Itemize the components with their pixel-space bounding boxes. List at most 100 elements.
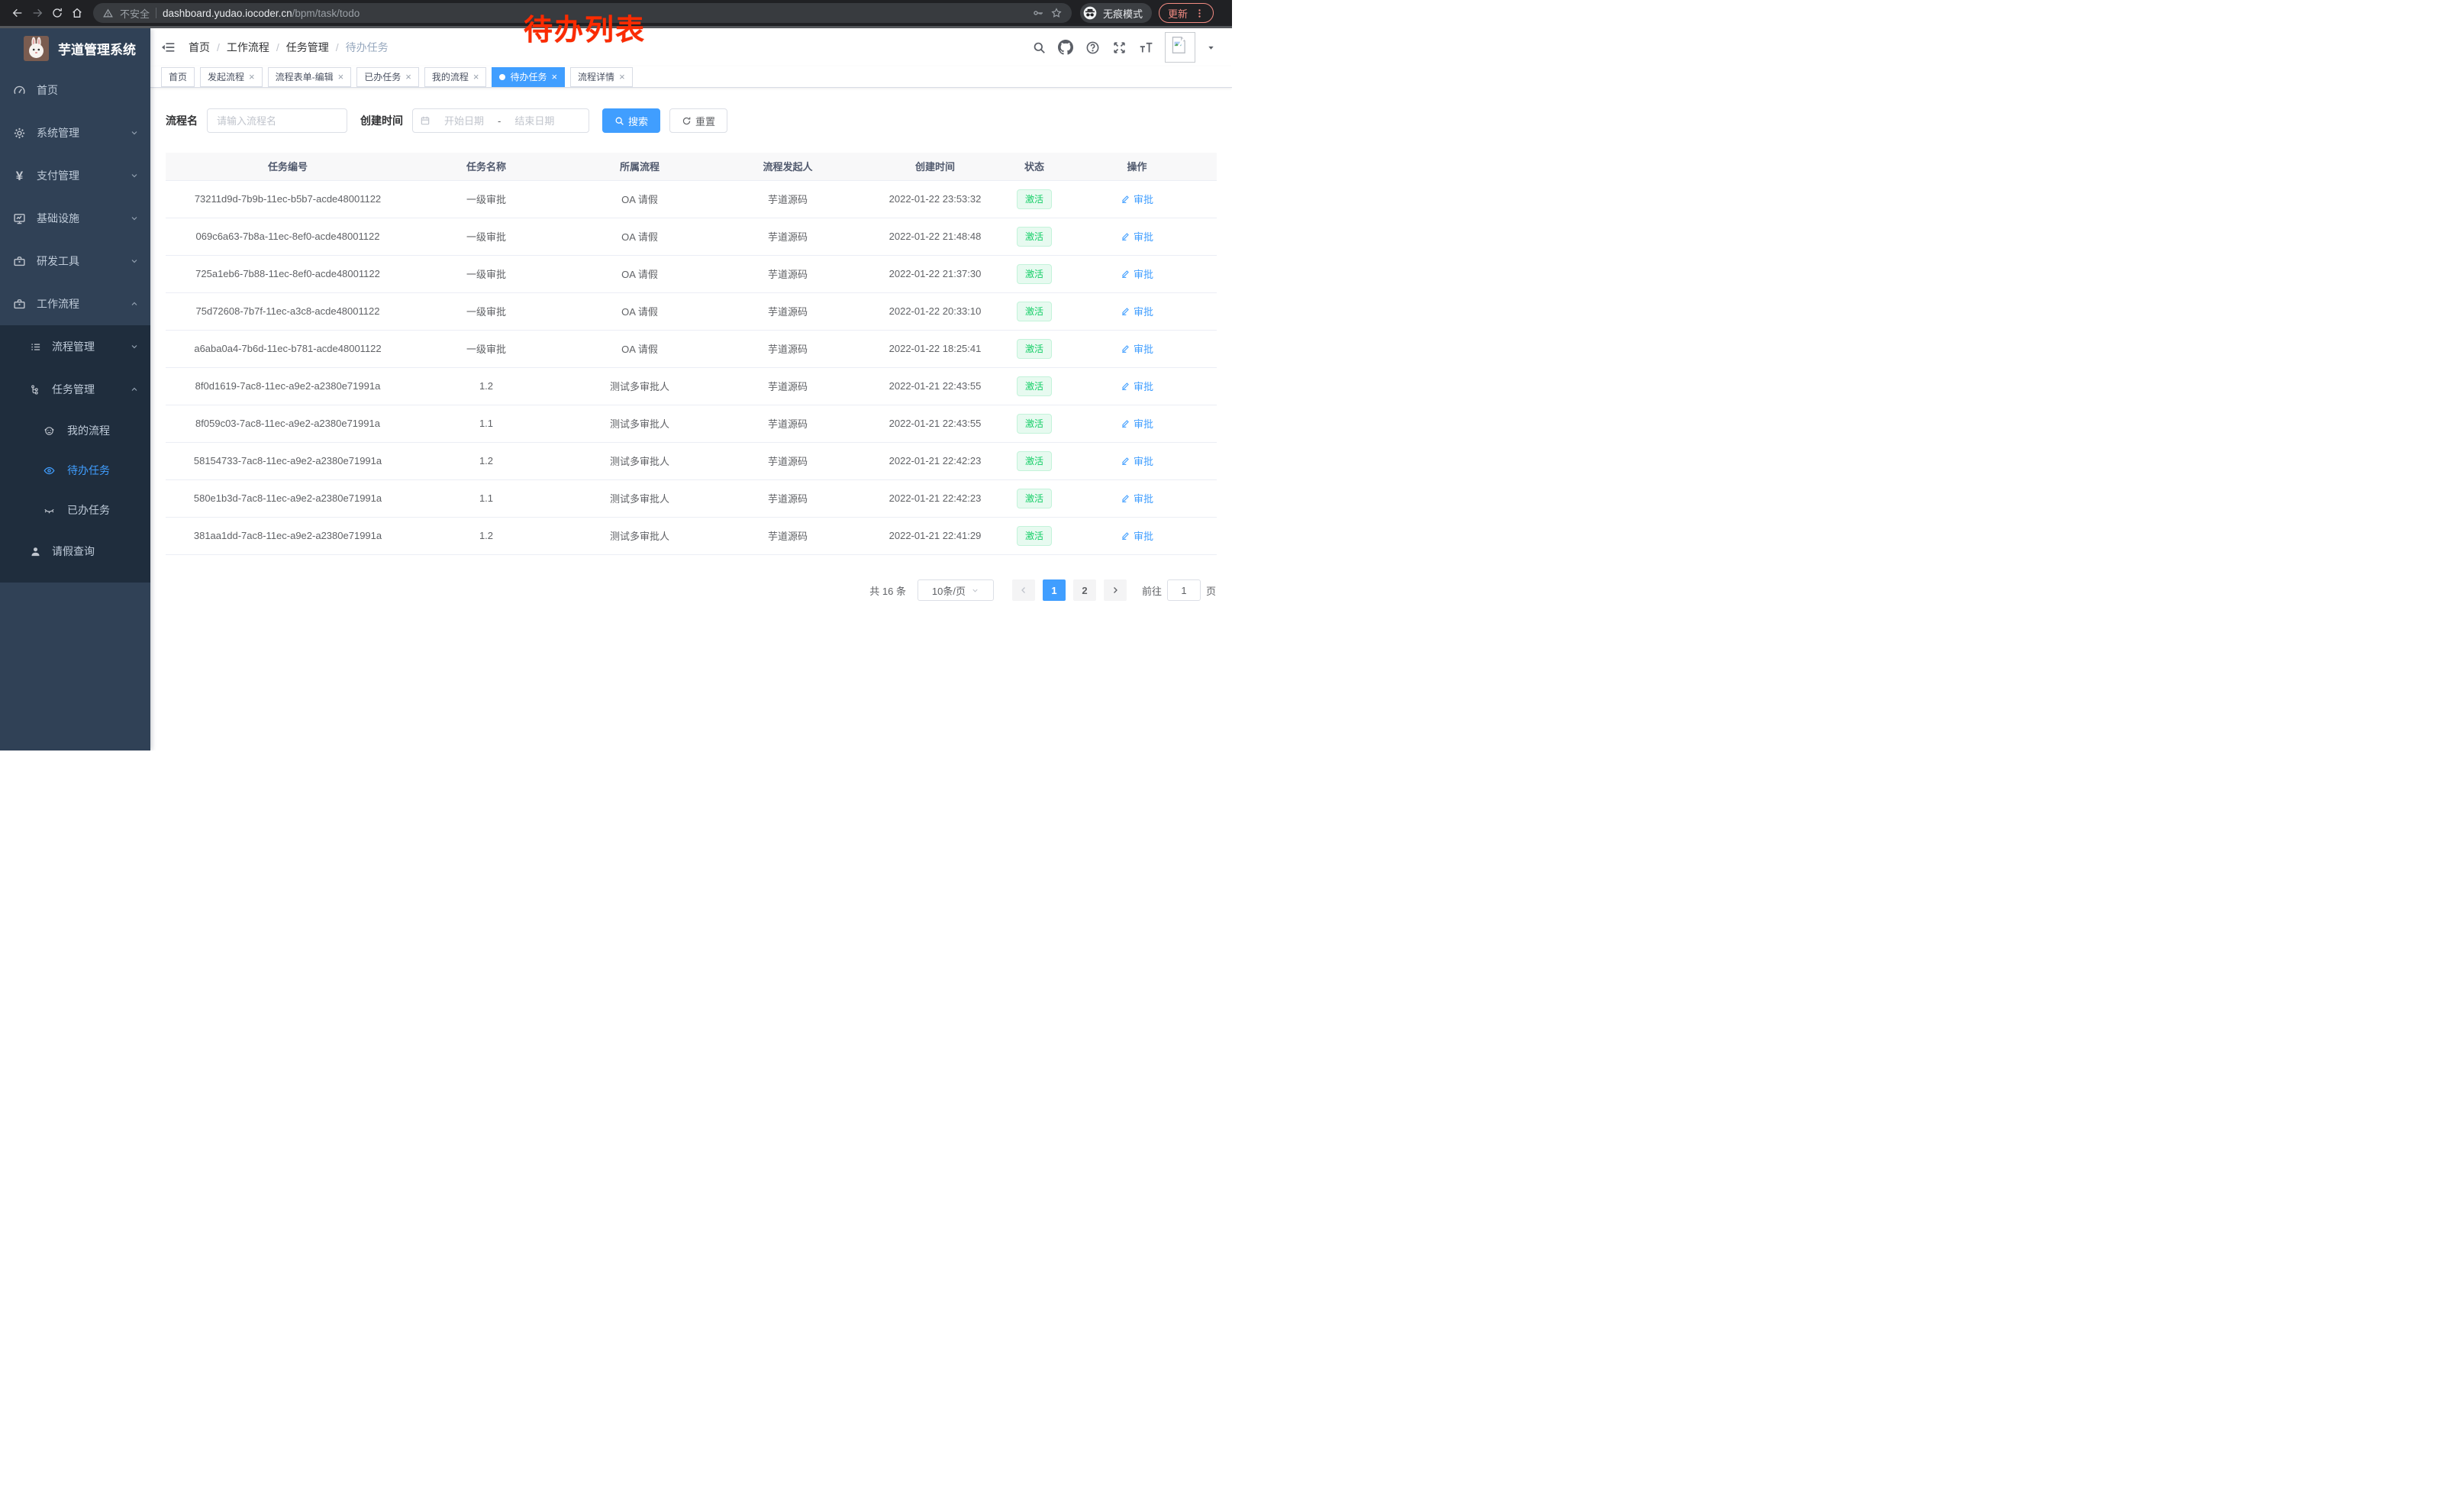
sidebar-item-task-management[interactable]: 任务管理 xyxy=(0,368,150,411)
font-size-icon[interactable] xyxy=(1138,40,1153,55)
approve-link[interactable]: 审批 xyxy=(1121,266,1153,281)
approve-link[interactable]: 审批 xyxy=(1121,454,1153,468)
sidebar-item-label: 首页 xyxy=(37,84,58,96)
tab-process-detail[interactable]: 流程详情 × xyxy=(570,66,633,87)
tab-process-form-edit[interactable]: 流程表单-编辑 × xyxy=(267,66,352,87)
tab-todo-tasks[interactable]: 待办任务 × xyxy=(492,66,566,87)
cell-starter: 芋道源码 xyxy=(717,405,859,443)
sidebar-item-done-tasks[interactable]: 已办任务 xyxy=(0,490,150,530)
next-page-button[interactable] xyxy=(1103,579,1127,601)
breadcrumb-item[interactable]: 首页 xyxy=(189,41,210,53)
approve-link[interactable]: 审批 xyxy=(1121,229,1153,244)
close-icon[interactable]: × xyxy=(619,71,625,82)
cell-create-time: 2022-01-22 21:48:48 xyxy=(859,218,1011,256)
task-row: 8f059c03-7ac8-11ec-a9e2-a2380e71991a 1.1… xyxy=(166,405,1217,443)
sidebar-item-my-processes[interactable]: 我的流程 xyxy=(0,411,150,450)
end-date-input[interactable] xyxy=(504,115,566,127)
close-icon[interactable]: × xyxy=(551,71,558,82)
approve-link[interactable]: 审批 xyxy=(1121,528,1153,543)
reload-icon xyxy=(53,8,62,18)
incognito-icon xyxy=(1083,6,1097,20)
sidebar-item-label: 工作流程 xyxy=(37,298,79,310)
tab-start-process[interactable]: 发起流程 × xyxy=(200,66,263,87)
url-host: dashboard.yudao.iocoder.cn xyxy=(163,7,292,19)
search-button[interactable]: 搜索 xyxy=(602,108,661,133)
cell-task-id: 8f059c03-7ac8-11ec-a9e2-a2380e71991a xyxy=(166,405,410,443)
tab-done-tasks[interactable]: 已办任务 × xyxy=(356,66,419,87)
fullscreen-icon[interactable] xyxy=(1111,40,1127,55)
start-date-input[interactable] xyxy=(434,115,495,127)
approve-link[interactable]: 审批 xyxy=(1121,304,1153,318)
tab-home[interactable]: 首页 xyxy=(161,66,195,87)
cell-task-name: 一级审批 xyxy=(410,330,563,368)
avatar-caret-icon[interactable] xyxy=(1207,44,1215,52)
close-icon[interactable]: × xyxy=(337,71,344,82)
browser-home-button[interactable] xyxy=(67,3,87,23)
face-icon xyxy=(44,425,55,437)
approve-link[interactable]: 审批 xyxy=(1121,491,1153,505)
browser-reload-button[interactable] xyxy=(47,3,67,23)
breadcrumb-separator: / xyxy=(276,41,279,53)
status-badge: 激活 xyxy=(1016,413,1052,434)
page-size-select[interactable]: 10条/页 xyxy=(917,579,994,601)
browser-update-button[interactable]: 更新 xyxy=(1159,3,1214,23)
home-icon xyxy=(73,8,82,18)
reset-button[interactable]: 重置 xyxy=(669,108,728,133)
process-name-input[interactable] xyxy=(207,108,347,133)
total-count: 共 16 条 xyxy=(869,585,906,597)
password-key-icon[interactable] xyxy=(1032,7,1044,19)
sidebar-item-leave-query[interactable]: 请假查询 xyxy=(0,530,150,573)
page-button-1[interactable]: 1 xyxy=(1042,579,1066,601)
browser-back-button[interactable] xyxy=(8,3,27,23)
cell-create-time: 2022-01-21 22:41:29 xyxy=(859,517,1011,555)
rabbit-logo-icon xyxy=(24,36,49,61)
breadcrumb-item[interactable]: 任务管理 xyxy=(285,41,329,53)
cell-starter: 芋道源码 xyxy=(717,367,859,405)
active-tab-dot xyxy=(499,73,506,80)
browser-forward-button[interactable] xyxy=(27,3,47,23)
status-badge: 激活 xyxy=(1016,488,1052,508)
sidebar-item-label: 流程管理 xyxy=(52,341,95,353)
kebab-menu-icon[interactable] xyxy=(1195,8,1205,18)
status-badge: 激活 xyxy=(1016,450,1052,471)
cell-task-id: 069c6a63-7b8a-11ec-8ef0-acde48001122 xyxy=(166,218,410,256)
sidebar-item-workflow[interactable]: 工作流程 xyxy=(0,282,150,325)
github-icon[interactable] xyxy=(1058,40,1073,55)
breadcrumb-item[interactable]: 工作流程 xyxy=(226,41,269,53)
approve-link[interactable]: 审批 xyxy=(1121,341,1153,356)
close-icon[interactable]: × xyxy=(472,71,479,82)
bookmark-star-icon[interactable] xyxy=(1050,7,1063,19)
prev-page-button[interactable] xyxy=(1011,579,1035,601)
address-bar[interactable]: 不安全 dashboard.yudao.iocoder.cn/bpm/task/… xyxy=(93,3,1072,23)
sidebar-item-home[interactable]: 首页 xyxy=(0,69,150,111)
sidebar-item-label: 支付管理 xyxy=(37,169,79,182)
chevron-down-icon xyxy=(130,257,139,266)
close-icon[interactable]: × xyxy=(405,71,411,82)
status-badge: 激活 xyxy=(1016,338,1052,359)
goto-page-input[interactable] xyxy=(1166,579,1201,601)
sidebar-item-system[interactable]: 系统管理 xyxy=(0,111,150,154)
sidebar-item-todo-tasks[interactable]: 待办任务 xyxy=(0,450,150,490)
close-icon[interactable]: × xyxy=(249,71,255,82)
tab-label: 发起流程 xyxy=(208,72,245,82)
help-icon[interactable] xyxy=(1085,40,1100,55)
broken-image-icon xyxy=(1172,37,1185,53)
app-logo-row[interactable]: 芋道管理系统 xyxy=(0,28,150,69)
sidebar-item-label: 我的流程 xyxy=(67,424,110,437)
screen: 不安全 dashboard.yudao.iocoder.cn/bpm/task/… xyxy=(0,0,1232,750)
sidebar-item-payment[interactable]: ¥ 支付管理 xyxy=(0,154,150,197)
sidebar-item-infrastructure[interactable]: 基础设施 xyxy=(0,197,150,240)
approve-link[interactable]: 审批 xyxy=(1121,416,1153,431)
approve-link[interactable]: 审批 xyxy=(1121,379,1153,393)
page-button-2[interactable]: 2 xyxy=(1072,579,1096,601)
sidebar-toggle-button[interactable] xyxy=(153,33,182,62)
date-range-picker[interactable]: - xyxy=(412,108,589,133)
avatar[interactable] xyxy=(1165,32,1195,63)
sidebar-item-process-management[interactable]: 流程管理 xyxy=(0,325,150,368)
goto-page: 前往 页 xyxy=(1142,579,1216,601)
search-icon[interactable] xyxy=(1031,40,1047,55)
cell-process: OA 请假 xyxy=(563,255,717,293)
sidebar-item-dev-tools[interactable]: 研发工具 xyxy=(0,240,150,282)
approve-link[interactable]: 审批 xyxy=(1121,192,1153,206)
tab-my-processes[interactable]: 我的流程 × xyxy=(424,66,487,87)
